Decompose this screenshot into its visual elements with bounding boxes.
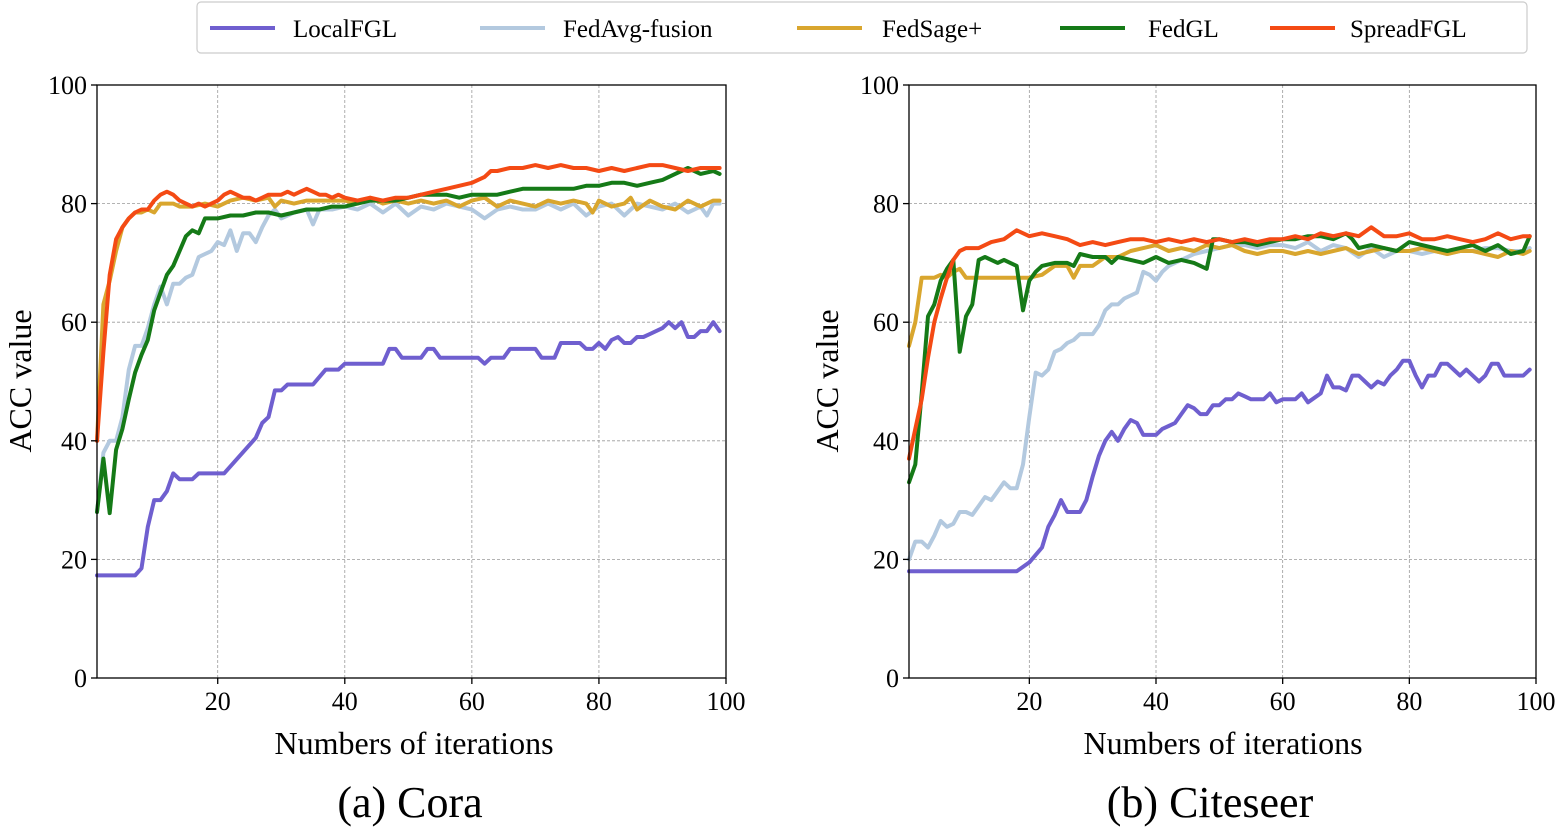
x-tick-label: 20	[1016, 687, 1042, 716]
chart-title: (a) Cora	[337, 778, 482, 827]
y-tick-label: 40	[873, 427, 899, 456]
legend-entry-fedavg-fusion: FedAvg-fusion	[480, 16, 713, 43]
y-axis-label: ACC value	[809, 309, 845, 452]
x-tick-label: 100	[707, 687, 746, 716]
x-tick-label: 20	[205, 687, 231, 716]
tick-labels: 20 40 60 80 100 0 20 40 60 80 100	[48, 71, 746, 716]
legend-entry-fedgl: FedGL	[1060, 16, 1219, 43]
legend-label: FedAvg-fusion	[563, 16, 713, 43]
y-tick-label: 20	[873, 545, 899, 574]
legend-label: FedGL	[1148, 16, 1219, 43]
series-line-fedgl	[95, 166, 722, 516]
chart-panel-citeseer: 20 40 60 80 100 0 20 40 60 80 100 Numbers of itera…	[809, 71, 1556, 827]
legend-label: SpreadFGL	[1350, 16, 1467, 43]
series-group	[95, 163, 722, 578]
y-tick-label: 60	[61, 308, 87, 337]
series-line-spreadfgl	[95, 163, 722, 443]
legend-label: FedSage+	[882, 16, 982, 43]
x-axis-label: Numbers of iterations	[1083, 725, 1362, 761]
legend-entry-localfgl: LocalFGL	[210, 16, 397, 43]
x-tick-label: 100	[1517, 687, 1556, 716]
series-line-fedgl	[907, 231, 1532, 485]
tick-marks	[91, 84, 727, 684]
y-tick-label: 0	[886, 664, 899, 693]
y-tick-label: 0	[74, 664, 87, 693]
y-tick-label: 60	[873, 308, 899, 337]
x-tick-label: 40	[332, 687, 358, 716]
grid	[97, 85, 726, 678]
x-tick-label: 80	[586, 687, 612, 716]
series-line-fedsage	[907, 243, 1532, 348]
tick-labels: 20 40 60 80 100 0 20 40 60 80 100	[860, 71, 1556, 716]
x-axis-label: Numbers of iterations	[274, 725, 553, 761]
legend-entry-fedsage: FedSage+	[797, 16, 982, 43]
x-tick-label: 60	[1270, 687, 1296, 716]
x-tick-label: 40	[1143, 687, 1169, 716]
y-tick-label: 40	[61, 427, 87, 456]
series-line-fedavg-fusion	[907, 240, 1532, 562]
chart-panel-cora: 20 40 60 80 100 0 20 40 60 80 100 Numbers of itera…	[2, 71, 746, 827]
series-line-localfgl	[907, 358, 1532, 574]
plot-frame	[96, 84, 727, 679]
legend-entry-spreadfgl: SpreadFGL	[1270, 16, 1467, 43]
series-line-spreadfgl	[907, 225, 1532, 461]
y-tick-label: 100	[860, 71, 899, 100]
plot-frame	[908, 84, 1537, 679]
series-group	[907, 225, 1532, 574]
y-tick-label: 20	[61, 545, 87, 574]
y-tick-label: 80	[873, 190, 899, 219]
x-tick-label: 80	[1396, 687, 1422, 716]
grid	[909, 85, 1536, 678]
tick-marks	[903, 84, 1537, 684]
y-tick-label: 100	[48, 71, 87, 100]
series-line-localfgl	[95, 320, 722, 578]
x-tick-label: 60	[459, 687, 485, 716]
chart-title: (b) Citeseer	[1107, 778, 1314, 827]
y-axis-label: ACC value	[2, 309, 38, 452]
legend: LocalFGL FedAvg-fusion FedSage+ FedGL Sp…	[196, 1, 1528, 54]
legend-label: LocalFGL	[293, 16, 397, 43]
y-tick-label: 80	[61, 190, 87, 219]
